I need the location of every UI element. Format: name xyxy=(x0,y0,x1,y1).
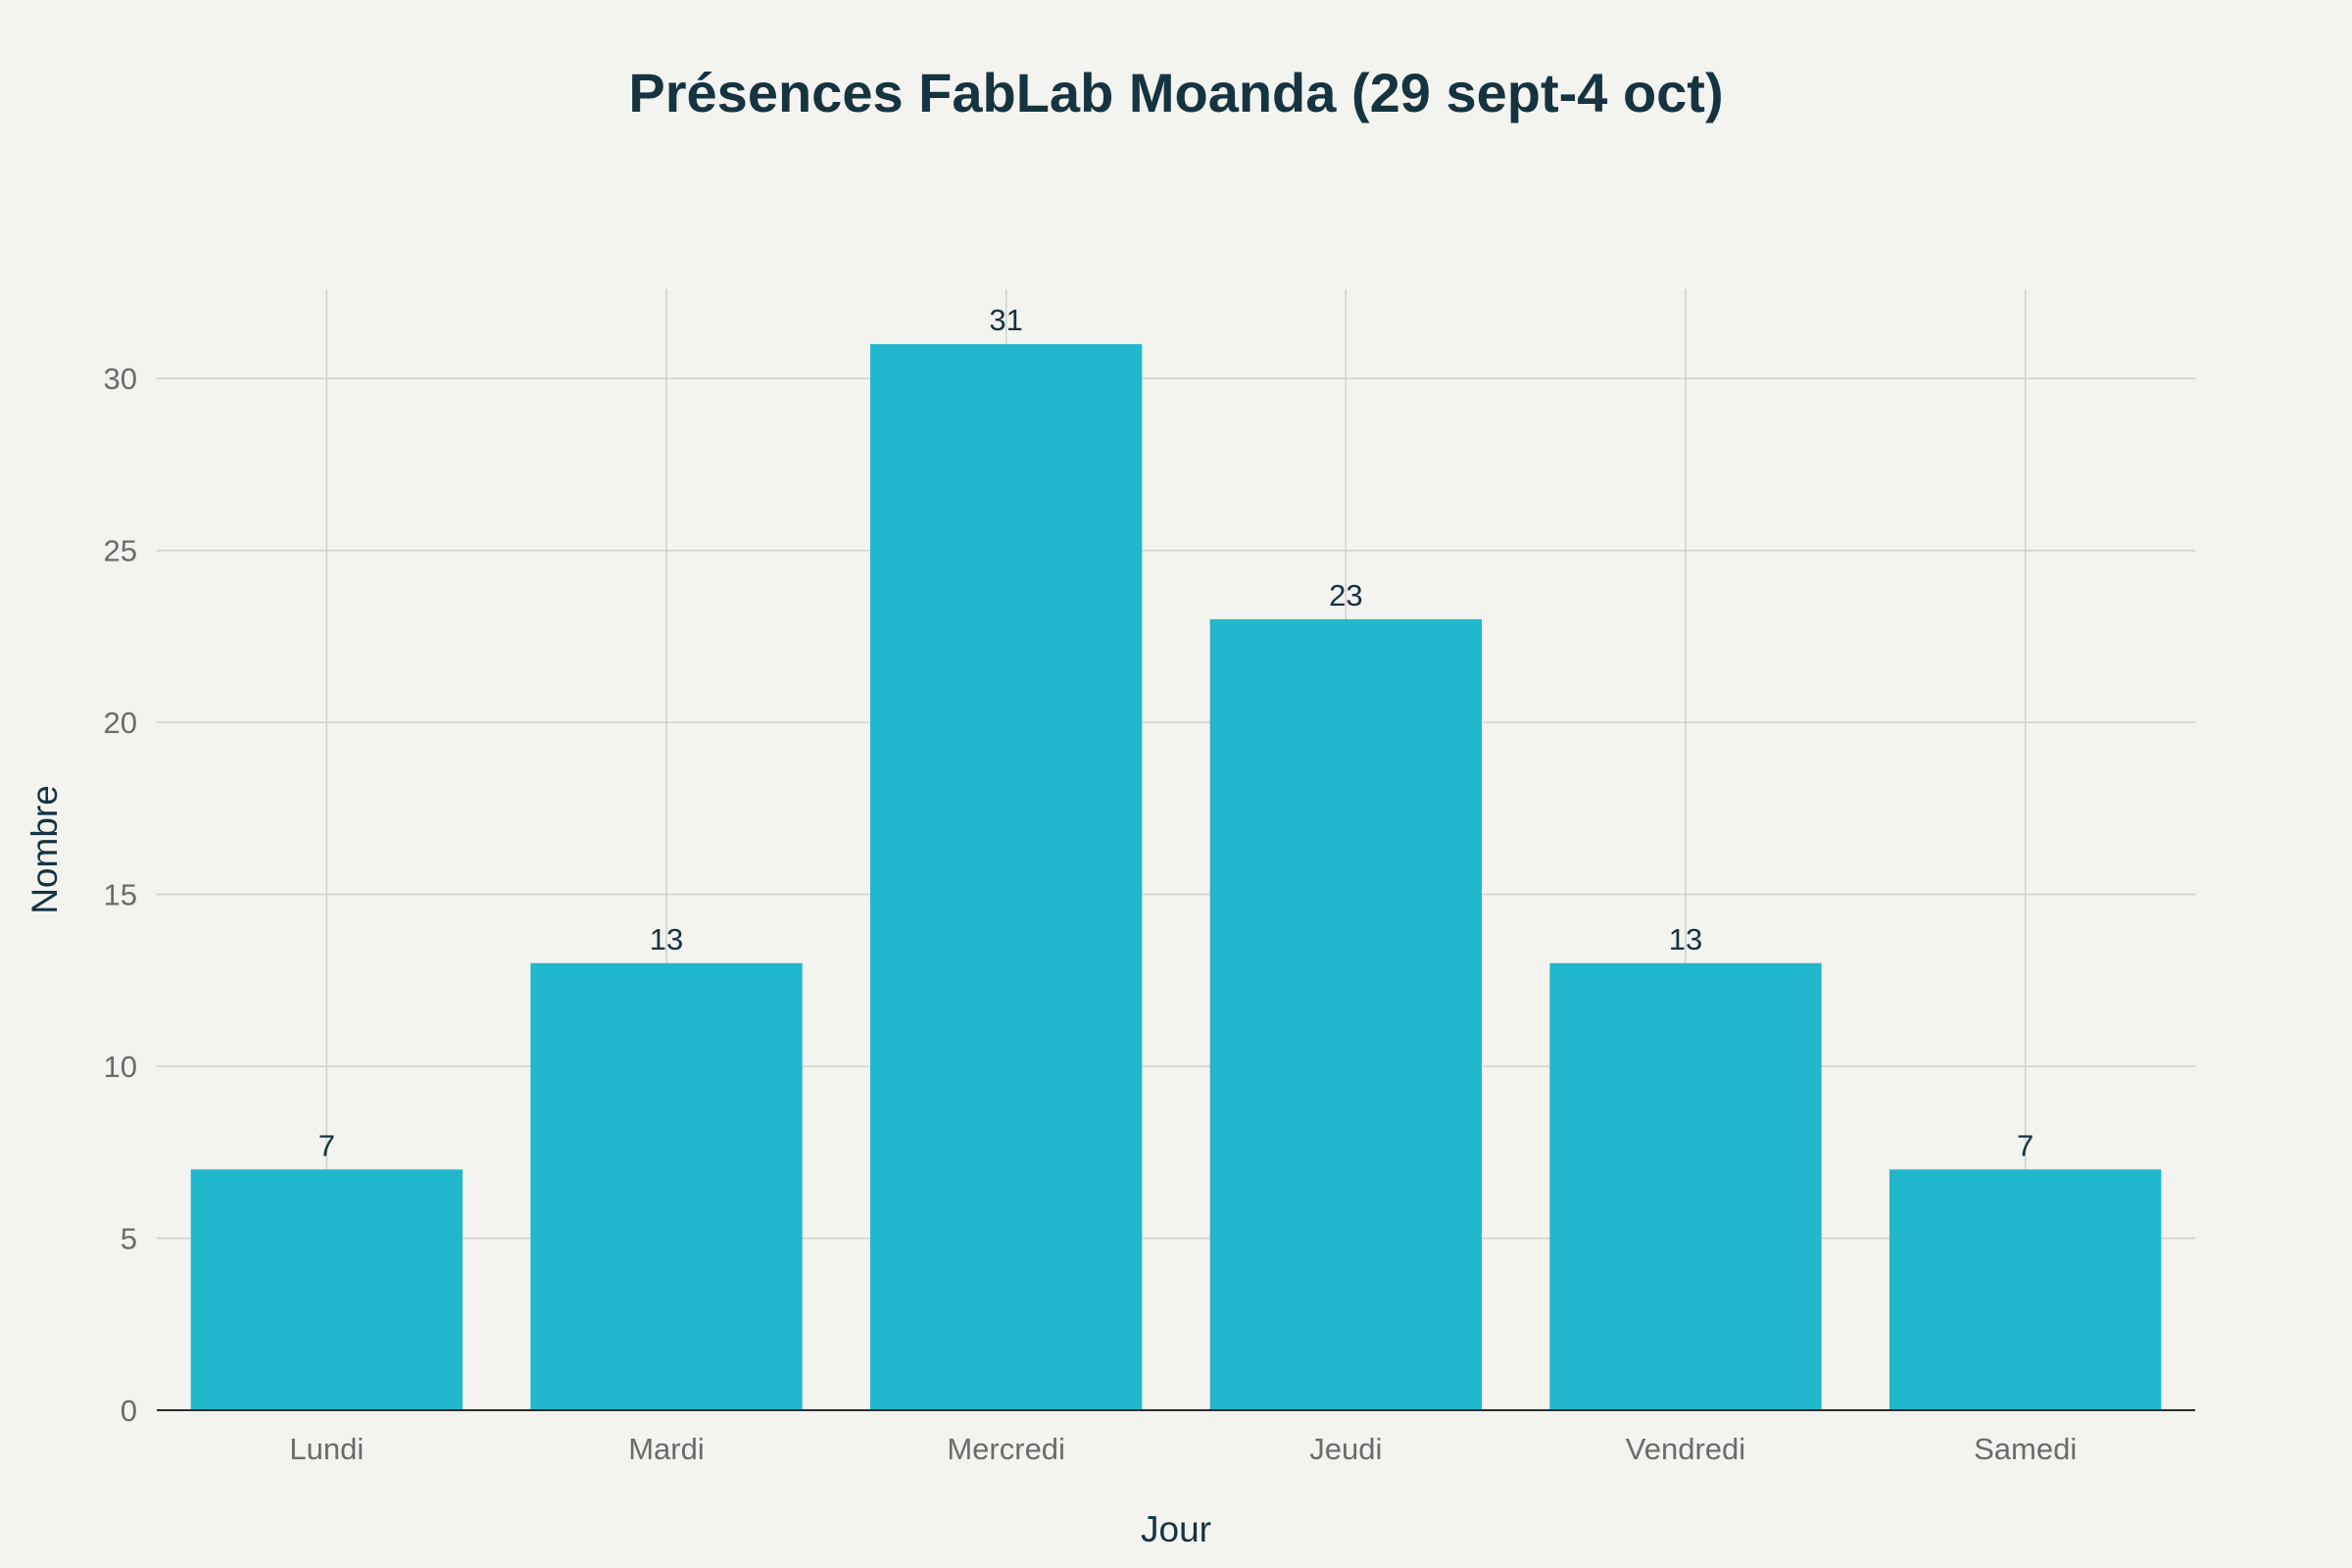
y-tick-label: 10 xyxy=(104,1050,137,1084)
bar-mercredi xyxy=(870,344,1143,1411)
y-axis-title: Nombre xyxy=(24,785,65,914)
data-label: 13 xyxy=(650,922,683,956)
bar-jeudi xyxy=(1209,618,1482,1410)
x-tick-label: Jeudi xyxy=(1309,1432,1382,1466)
data-label: 7 xyxy=(2017,1128,2034,1162)
x-tick-label: Mardi xyxy=(628,1432,705,1466)
y-tick-label: 20 xyxy=(104,706,137,740)
data-label: 7 xyxy=(318,1128,335,1162)
x-axis-title: Jour xyxy=(1141,1509,1211,1549)
y-tick-label: 25 xyxy=(104,534,137,568)
data-label: 23 xyxy=(1329,578,1362,612)
y-tick-label: 15 xyxy=(104,878,137,912)
bar-samedi xyxy=(1889,1169,2162,1410)
y-tick-label: 30 xyxy=(104,362,137,396)
data-label: 31 xyxy=(989,303,1022,337)
data-label: 13 xyxy=(1669,922,1702,956)
chart-title: Présences FabLab Moanda (29 sept-4 oct) xyxy=(628,62,1724,123)
y-tick-label: 0 xyxy=(121,1394,137,1428)
bar-lundi xyxy=(190,1169,463,1410)
bar-mardi xyxy=(530,962,803,1410)
bar-vendredi xyxy=(1549,962,1822,1410)
x-tick-label: Lundi xyxy=(289,1432,364,1466)
x-tick-label: Samedi xyxy=(1974,1432,2077,1466)
x-tick-label: Vendredi xyxy=(1626,1432,1745,1466)
x-tick-label: Mercredi xyxy=(947,1432,1065,1466)
y-tick-label: 5 xyxy=(121,1222,137,1256)
